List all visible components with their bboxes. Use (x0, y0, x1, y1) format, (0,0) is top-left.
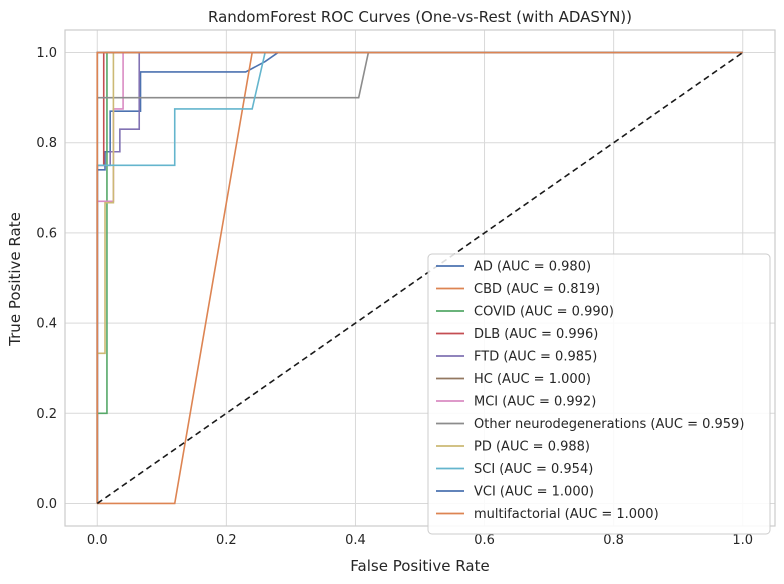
legend: AD (AUC = 0.980) CBD (AUC = 0.819) COVID (… (427, 253, 771, 535)
legend-label-0: AD (AUC = 0.980) (474, 260, 591, 275)
x-axis-label: False Positive Rate (350, 557, 489, 575)
legend-label-11: multifactorial (AUC = 1.000) (474, 507, 659, 522)
y-tick-label: 0.0 (36, 497, 57, 512)
legend-label-7: Other neurodegenerations (AUC = 0.959) (474, 417, 744, 432)
legend-label-1: CBD (AUC = 0.819) (474, 282, 600, 297)
legend-label-9: SCI (AUC = 0.954) (474, 462, 593, 477)
y-tick-label: 0.8 (36, 136, 57, 151)
y-tick-label: 0.4 (36, 317, 57, 332)
legend-label-4: FTD (AUC = 0.985) (474, 350, 597, 365)
roc-line-0 (96, 51, 743, 504)
chart-title: RandomForest ROC Curves (One-vs-Rest (wi… (208, 8, 632, 26)
legend-label-6: MCI (AUC = 0.992) (474, 395, 596, 410)
legend-box (427, 253, 771, 535)
chance-diagonal (96, 51, 744, 505)
legend-label-8: PD (AUC = 0.988) (474, 440, 590, 455)
x-tick-label: 0.0 (87, 533, 108, 548)
x-tick-label: 0.4 (345, 533, 366, 548)
y-tick-label: 0.6 (36, 226, 57, 241)
legend-label-3: DLB (AUC = 0.996) (474, 327, 598, 342)
x-tick-label: 1.0 (732, 533, 753, 548)
x-tick-label: 0.6 (474, 533, 495, 548)
y-axis-label: True Positive Rate (6, 212, 24, 347)
y-tick-label: 0.2 (36, 407, 57, 422)
legend-label-2: COVID (AUC = 0.990) (474, 305, 614, 320)
plot-frame (64, 29, 776, 527)
y-tick-label: 1.0 (36, 46, 57, 61)
x-tick-label: 0.2 (216, 533, 237, 548)
legend-label-10: VCI (AUC = 1.000) (474, 485, 594, 500)
legend-label-5: HC (AUC = 1.000) (474, 372, 591, 387)
x-tick-label: 0.8 (603, 533, 624, 548)
roc-line-11 (96, 51, 743, 504)
